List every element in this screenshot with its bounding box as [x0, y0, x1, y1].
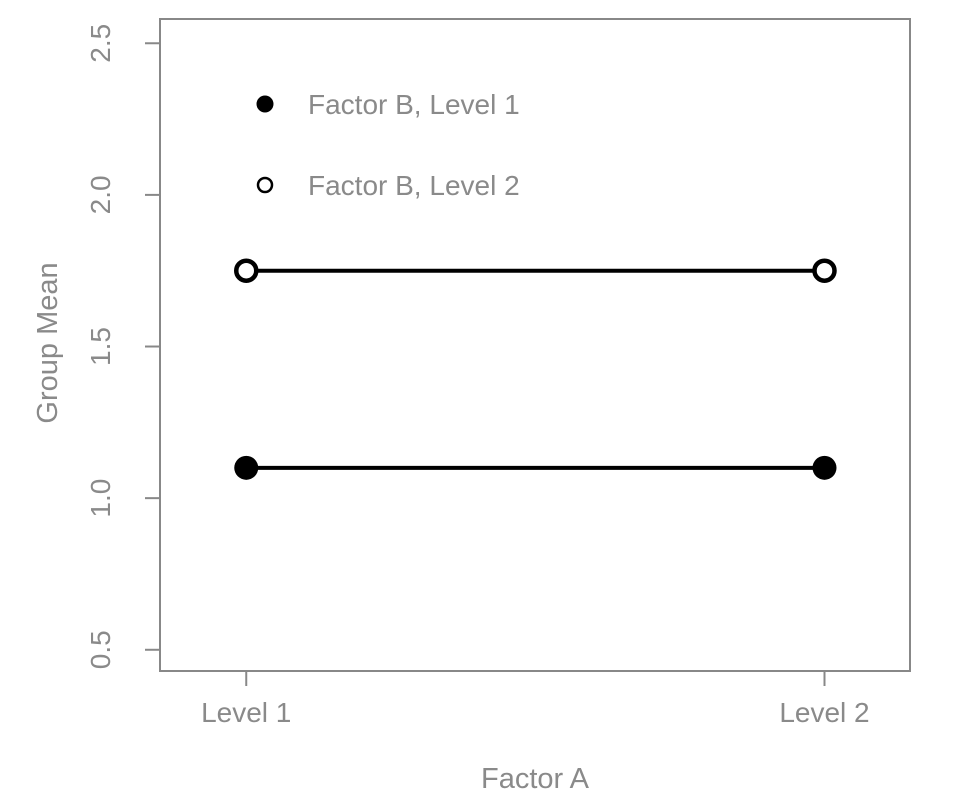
legend-filled-circle-icon — [256, 95, 274, 113]
x-axis-tick-label: Level 2 — [779, 697, 869, 728]
legend-item-label: Factor B, Level 1 — [308, 89, 520, 120]
y-axis-tick-label: 2.0 — [85, 175, 116, 214]
data-point-open-circle — [234, 258, 259, 283]
y-axis-tick-label: 0.5 — [85, 630, 116, 669]
legend-item-label: Factor B, Level 2 — [308, 170, 520, 201]
y-axis-tick-label: 2.5 — [85, 24, 116, 63]
legend-open-circle-icon — [256, 176, 274, 194]
data-point-filled-circle — [234, 455, 259, 480]
data-point-filled-circle — [812, 455, 837, 480]
y-axis-tick-label: 1.0 — [85, 479, 116, 518]
x-axis-tick-label: Level 1 — [201, 697, 291, 728]
plot-border — [159, 18, 911, 672]
y-axis-title: Group Mean — [32, 262, 64, 423]
chart-generated-layer: 0.5 1.0 1.5 2.0 2.5 Level 1 Level 2 Factor B, L… — [85, 18, 911, 728]
y-axis-tick-label: 1.5 — [85, 327, 116, 366]
x-axis-title: Factor A — [481, 763, 590, 795]
data-point-open-circle — [812, 258, 837, 283]
